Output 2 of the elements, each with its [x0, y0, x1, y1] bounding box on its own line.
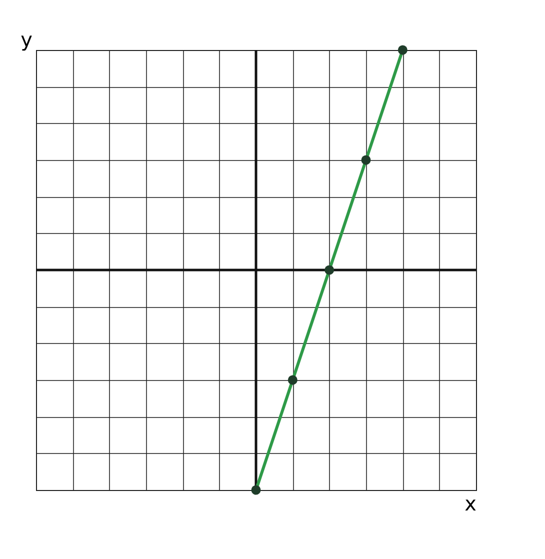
y-axis-title: y — [20, 28, 33, 52]
x-axis-title: x — [464, 492, 477, 516]
